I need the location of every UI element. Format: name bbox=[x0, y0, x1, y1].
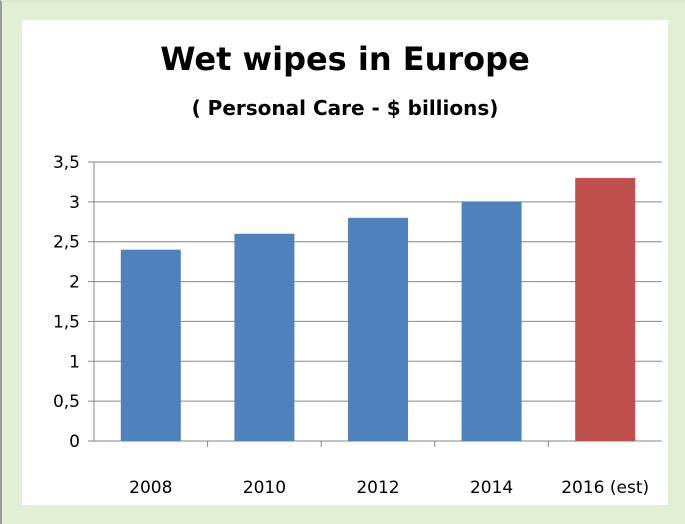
x-tick-label: 2016 (est) bbox=[561, 478, 649, 498]
y-tick-label: 1 bbox=[69, 352, 80, 372]
tick-labels: 0 0,5 1 1,5 2 2,5 3 3,5 2008 2010 2012 2014 2016 (es… bbox=[53, 153, 649, 498]
chart-title: Wet wipes in Europe bbox=[160, 40, 530, 78]
x-tick-label: 2012 bbox=[356, 478, 399, 498]
chart-subtitle: ( Personal Care - $ billions) bbox=[191, 96, 499, 120]
y-tick-label: 3,5 bbox=[53, 153, 80, 173]
x-tick-label: 2008 bbox=[129, 478, 172, 498]
y-tick-label: 2,5 bbox=[53, 233, 80, 253]
x-tick-label: 2010 bbox=[243, 478, 286, 498]
x-tick-label: 2014 bbox=[470, 478, 513, 498]
bar-2012 bbox=[348, 217, 408, 441]
y-tick-label: 0 bbox=[69, 432, 80, 452]
bars bbox=[120, 177, 636, 441]
y-tick-label: 1,5 bbox=[53, 312, 80, 332]
y-tick-label: 0,5 bbox=[53, 392, 80, 412]
y-tick-label: 2 bbox=[69, 273, 80, 293]
bar-2016-est bbox=[575, 177, 636, 441]
bar-2014 bbox=[461, 201, 522, 441]
y-tick-label: 3 bbox=[69, 193, 80, 213]
bar-2008 bbox=[120, 249, 181, 441]
bar-2010 bbox=[234, 233, 295, 441]
